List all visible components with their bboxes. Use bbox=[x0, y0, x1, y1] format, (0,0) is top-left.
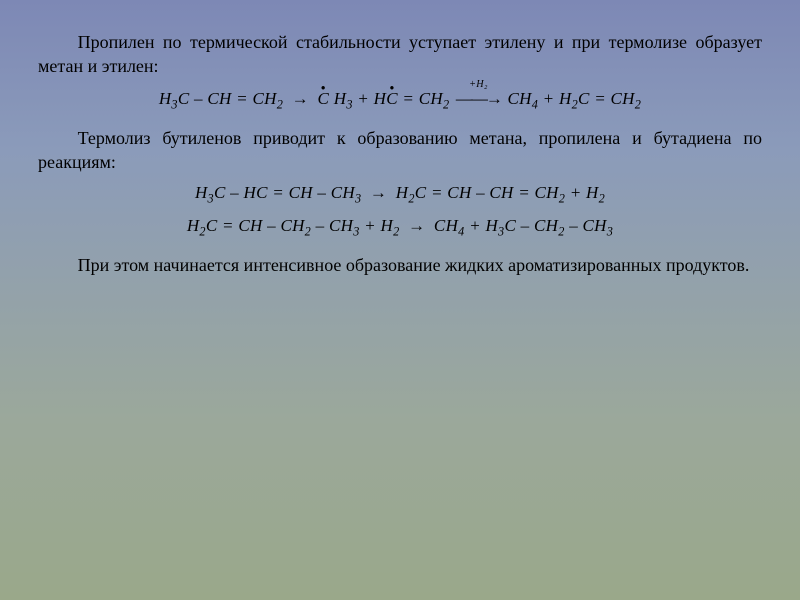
formula-2: H3C – HC = CH – CH3 → H2C = CH – CH = CH… bbox=[38, 183, 762, 206]
labeled-arrow: +H₂ ——→ bbox=[454, 89, 503, 109]
formula-1: H3C – CH = CH2 → C H3 + HC = CH2 +H₂ ——→… bbox=[38, 89, 762, 112]
paragraph-2: Термолиз бутиленов приводит к образовани… bbox=[38, 126, 762, 175]
formula-3: H2C = CH – CH2 – CH3 + H2 → CH4 + H3C – … bbox=[38, 216, 762, 239]
arrow-label: +H₂ bbox=[469, 79, 488, 90]
paragraph-1: Пропилен по термической стабильности уст… bbox=[38, 30, 762, 79]
paragraph-3: При этом начинается интенсивное образова… bbox=[38, 253, 762, 277]
